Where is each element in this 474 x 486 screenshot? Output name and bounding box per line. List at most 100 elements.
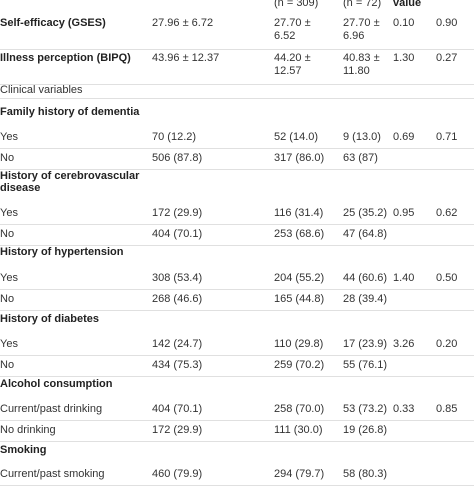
cell-group2: 17 (23.9) xyxy=(343,338,388,350)
table-row: Yes 308 (53.4) 204 (55.2) 44 (60.6) 1.40 0.50 xyxy=(0,268,474,289)
cell-group2: 9 (13.0) xyxy=(343,131,381,143)
table-row: Yes 172 (29.9) 116 (31.4) 25 (35.2) 0.95 0.62 xyxy=(0,203,474,224)
cell-total: 172 (29.9) xyxy=(152,424,203,436)
table-row: Illness perception (BIPQ) 43.96 ± 12.37 44… xyxy=(0,50,474,84)
section-label: Clinical variables xyxy=(0,84,83,96)
cell-p-value: 0.27 xyxy=(436,52,458,64)
row-label: No xyxy=(0,293,15,305)
cell-group2-line2: 11.80 xyxy=(343,65,370,77)
header-n2: (n = 72) xyxy=(343,0,382,9)
row-label: Self-efficacy (GSES) xyxy=(0,17,106,29)
cell-group2: 47 (64.8) xyxy=(343,228,388,240)
cell-group1: 116 (31.4) xyxy=(274,207,324,219)
cell-group2: 58 (80.3) xyxy=(343,468,388,480)
group-heading-row: Family history of dementia xyxy=(0,106,474,120)
header-stat: value xyxy=(393,0,422,9)
cell-total: 70 (12.2) xyxy=(152,131,197,143)
cell-group2: 53 (73.2) xyxy=(343,403,388,415)
cell-total: 268 (46.6) xyxy=(152,293,203,305)
cell-p-value: 0.62 xyxy=(436,207,458,219)
table-row: No 268 (46.6) 165 (44.8) 28 (39.4) xyxy=(0,289,474,310)
cell-total: 404 (70.1) xyxy=(152,403,203,415)
table-row: Self-efficacy (GSES) 27.96 ± 6.72 27.70 ±6… xyxy=(0,15,474,49)
table-row: Yes 142 (24.7) 110 (29.8) 17 (23.9) 3.26 0.20 xyxy=(0,334,474,355)
cell-group1: 259 (70.2) xyxy=(274,359,325,371)
group-heading-row: Alcohol consumption xyxy=(0,378,474,393)
row-label: Yes xyxy=(0,338,18,350)
cell-p-value: 0.20 xyxy=(436,338,458,350)
row-label: Yes xyxy=(0,272,18,284)
cell-group1: 317 (86.0) xyxy=(274,152,325,164)
row-divider xyxy=(0,98,474,99)
cell-group2-line2: 6.96 xyxy=(343,30,365,42)
cell-total: 404 (70.1) xyxy=(152,228,203,240)
cell-group1: 27.70 ± xyxy=(274,17,311,29)
cell-statistic: 1.40 xyxy=(393,272,415,284)
table-header: (n = 309) (n = 72) value xyxy=(0,0,474,12)
table-row: No 434 (75.3) 259 (70.2) 55 (76.1) xyxy=(0,355,474,376)
row-label: No drinking xyxy=(0,424,56,436)
cell-total: 27.96 ± 6.72 xyxy=(152,17,214,29)
row-label: No xyxy=(0,228,15,240)
row-label: Current/past drinking xyxy=(0,403,103,415)
row-divider xyxy=(0,245,474,246)
cell-total: 43.96 ± 12.37 xyxy=(152,52,220,64)
row-label: Yes xyxy=(0,207,18,219)
cell-statistic: 0.10 xyxy=(393,17,415,29)
group-heading-row: History of diabetes xyxy=(0,313,474,328)
row-divider xyxy=(0,441,474,442)
group-heading: Family history of dementia xyxy=(0,106,140,118)
cell-p-value: 0.90 xyxy=(436,17,458,29)
group-heading-row: History of cerebrovascular disease xyxy=(0,170,474,200)
cell-group1: 111 (30.0) xyxy=(274,424,323,436)
group-heading: Alcohol consumption xyxy=(0,378,113,390)
group-heading: History of hypertension xyxy=(0,246,124,258)
group-heading-row: Smoking xyxy=(0,444,474,459)
cell-group1-line2: 6.52 xyxy=(274,30,296,42)
cell-statistic: 3.26 xyxy=(393,338,415,350)
table-row: Current/past drinking 404 (70.1) 258 (70.0… xyxy=(0,399,474,420)
cell-total: 308 (53.4) xyxy=(152,272,203,284)
row-divider xyxy=(0,355,474,356)
header-n1: (n = 309) xyxy=(274,0,319,9)
group-heading-line2: disease xyxy=(0,182,41,194)
row-divider xyxy=(0,49,474,50)
cell-statistic: 0.33 xyxy=(393,403,415,415)
cell-group2: 55 (76.1) xyxy=(343,359,388,371)
cell-total: 506 (87.8) xyxy=(152,152,203,164)
cell-p-value: 0.50 xyxy=(436,272,458,284)
row-divider xyxy=(0,289,474,290)
cell-statistic: 1.30 xyxy=(393,52,415,64)
cell-group2: 28 (39.4) xyxy=(343,293,388,305)
cell-group1-line2: 12.57 xyxy=(274,65,302,77)
table-row: No drinking 172 (29.9) 111 (30.0) 19 (26.8) xyxy=(0,420,474,441)
row-label: No xyxy=(0,359,15,371)
row-divider xyxy=(0,224,474,225)
group-heading: History of cerebrovascular xyxy=(0,170,140,182)
cell-group1: 294 (79.7) xyxy=(274,468,325,480)
row-divider xyxy=(0,420,474,421)
cell-statistic: 0.95 xyxy=(393,207,415,219)
cell-statistic: 0.69 xyxy=(393,131,415,143)
cell-total: 142 (24.7) xyxy=(152,338,203,350)
table-row: Yes 70 (12.2) 52 (14.0) 9 (13.0) 0.69 0.71 xyxy=(0,127,474,148)
row-label: Illness perception (BIPQ) xyxy=(0,52,131,64)
row-divider xyxy=(0,84,474,85)
cell-group1: 52 (14.0) xyxy=(274,131,319,143)
cell-group1: 110 (29.8) xyxy=(274,338,324,350)
cell-group1: 165 (44.8) xyxy=(274,293,325,305)
table-row: Current/past smoking 460 (79.9) 294 (79.7)… xyxy=(0,464,474,485)
cell-group1: 44.20 ± xyxy=(274,52,311,64)
cell-group2: 25 (35.2) xyxy=(343,207,388,219)
table-row: No 404 (70.1) 253 (68.6) 47 (64.8) xyxy=(0,224,474,245)
cell-total: 460 (79.9) xyxy=(152,468,203,480)
cell-total: 172 (29.9) xyxy=(152,207,203,219)
cell-group1: 253 (68.6) xyxy=(274,228,325,240)
cell-group2: 44 (60.6) xyxy=(343,272,388,284)
row-divider xyxy=(0,148,474,149)
cell-group2: 63 (87) xyxy=(343,152,378,164)
cell-group2: 19 (26.8) xyxy=(343,424,388,436)
row-divider xyxy=(0,310,474,311)
row-divider xyxy=(0,376,474,377)
section-row: Clinical variables xyxy=(0,84,474,98)
